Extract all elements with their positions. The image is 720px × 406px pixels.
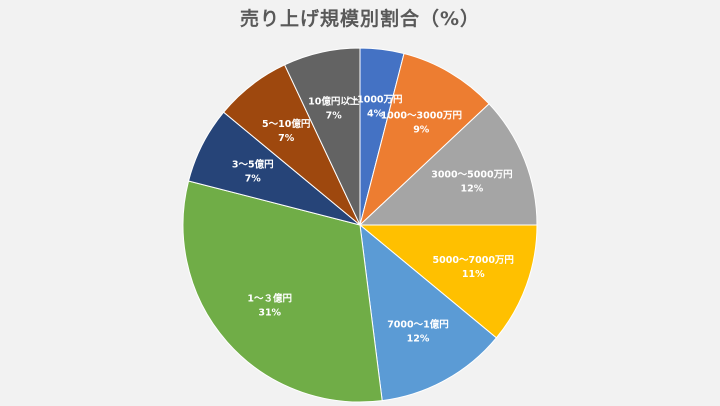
- slice-value-label: 4%: [367, 109, 384, 120]
- slice-value-label: 12%: [461, 184, 484, 195]
- slice-value-label: 9%: [413, 124, 430, 135]
- slice-value-label: 7%: [326, 111, 343, 122]
- pie-slice: [359, 223, 498, 402]
- slice-category-label: 10億円以上: [308, 96, 360, 108]
- pie-labels: ～1000万円 4%1000～3000万円 9% 3000～5000万円 12% 5000…: [232, 95, 514, 345]
- slice-category-label: ～1000万円: [348, 95, 403, 106]
- slice-category-label: 5～10億円: [262, 118, 310, 130]
- slice-category-label: 3～5億円: [232, 158, 274, 170]
- slice-value-label: 11%: [462, 269, 485, 280]
- slice-value-label: 12%: [407, 333, 430, 344]
- slice-category-label: 1000～3000万円: [381, 110, 462, 121]
- slice-value-label: 7%: [278, 133, 295, 144]
- pie-slice: [358, 103, 538, 226]
- slice-value-label: 31%: [258, 308, 281, 319]
- slice-category-label: 3000～5000万円: [431, 170, 512, 181]
- slice-value-label: 7%: [245, 173, 262, 184]
- pie-slices: [182, 47, 538, 403]
- slice-category-label: 5000～7000万円: [433, 255, 514, 266]
- slice-category-label: 7000～1億円: [387, 318, 449, 330]
- pie-slice: [359, 52, 490, 227]
- pie-slice: [182, 180, 383, 403]
- slice-category-label: 1～３億円: [247, 293, 292, 305]
- chart-title: 売り上げ規模別割合（%）: [239, 8, 481, 30]
- pie-slice: [283, 47, 361, 226]
- pie-slice: [358, 224, 538, 339]
